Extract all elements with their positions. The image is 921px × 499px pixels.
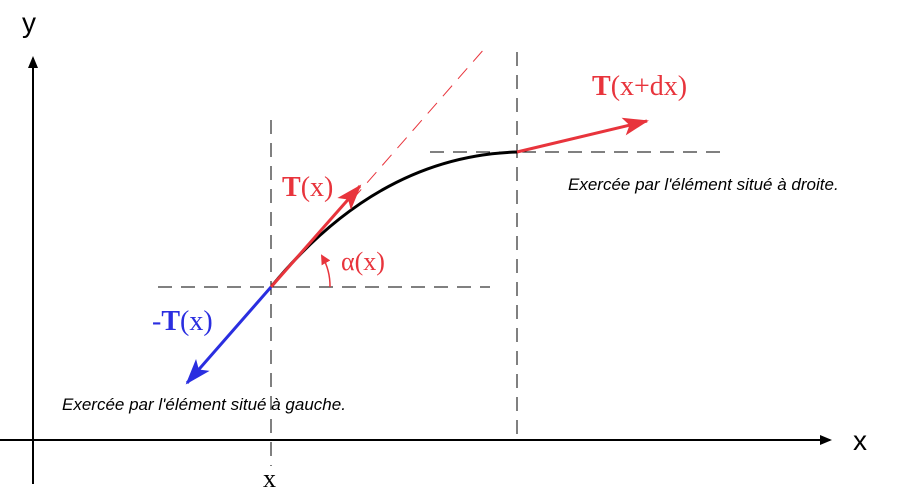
tension-mid-label: T(x) <box>282 172 333 203</box>
tension-mid-symbol: T <box>282 172 301 203</box>
tension-right-arg: (x+dx) <box>611 71 687 102</box>
tension-right-symbol: T <box>592 71 611 102</box>
tension-vector-left <box>185 286 273 385</box>
tension-vector-right <box>516 117 649 154</box>
note-left: Exercée par l'élément situé à gauche. <box>62 395 346 414</box>
tangent-extension <box>351 47 486 201</box>
tension-left-arg: (x) <box>180 306 213 337</box>
note-right: Exercée par l'élément situé à droite. <box>568 175 839 194</box>
tension-left-label: -T(x) <box>152 306 213 337</box>
x-tick-label: x <box>263 464 276 493</box>
tension-left-sign: - <box>152 306 161 337</box>
tension-right-label: T(x+dx) <box>592 71 687 102</box>
x-axis-label: x <box>853 425 867 456</box>
angle-label: α(x) <box>341 247 385 276</box>
y-axis-label: y <box>22 7 36 38</box>
tension-vector-mid <box>269 184 362 288</box>
tension-left-symbol: T <box>161 306 180 337</box>
tension-mid-arg: (x) <box>301 172 334 203</box>
angle-arc <box>321 254 331 288</box>
